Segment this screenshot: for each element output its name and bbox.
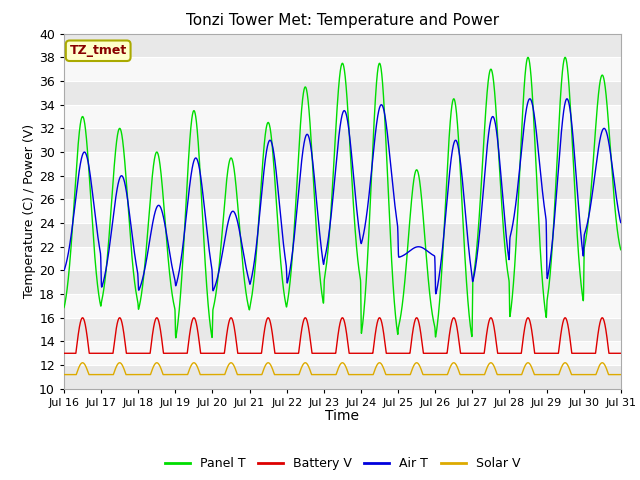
Text: TZ_tmet: TZ_tmet bbox=[70, 44, 127, 57]
Bar bbox=[64, 105, 621, 128]
Bar bbox=[64, 57, 621, 81]
Bar bbox=[64, 223, 621, 247]
Bar bbox=[64, 270, 621, 294]
Title: Tonzi Tower Met: Temperature and Power: Tonzi Tower Met: Temperature and Power bbox=[186, 13, 499, 28]
Bar bbox=[64, 34, 621, 57]
Bar bbox=[64, 294, 621, 318]
Bar bbox=[64, 128, 621, 152]
Bar bbox=[64, 199, 621, 223]
Legend: Panel T, Battery V, Air T, Solar V: Panel T, Battery V, Air T, Solar V bbox=[160, 452, 525, 475]
Bar bbox=[64, 318, 621, 341]
Bar bbox=[64, 152, 621, 176]
X-axis label: Time: Time bbox=[325, 409, 360, 423]
Bar bbox=[64, 81, 621, 105]
Bar bbox=[64, 341, 621, 365]
Bar bbox=[64, 176, 621, 199]
Bar bbox=[64, 365, 621, 389]
Y-axis label: Temperature (C) / Power (V): Temperature (C) / Power (V) bbox=[23, 124, 36, 298]
Bar bbox=[64, 247, 621, 270]
